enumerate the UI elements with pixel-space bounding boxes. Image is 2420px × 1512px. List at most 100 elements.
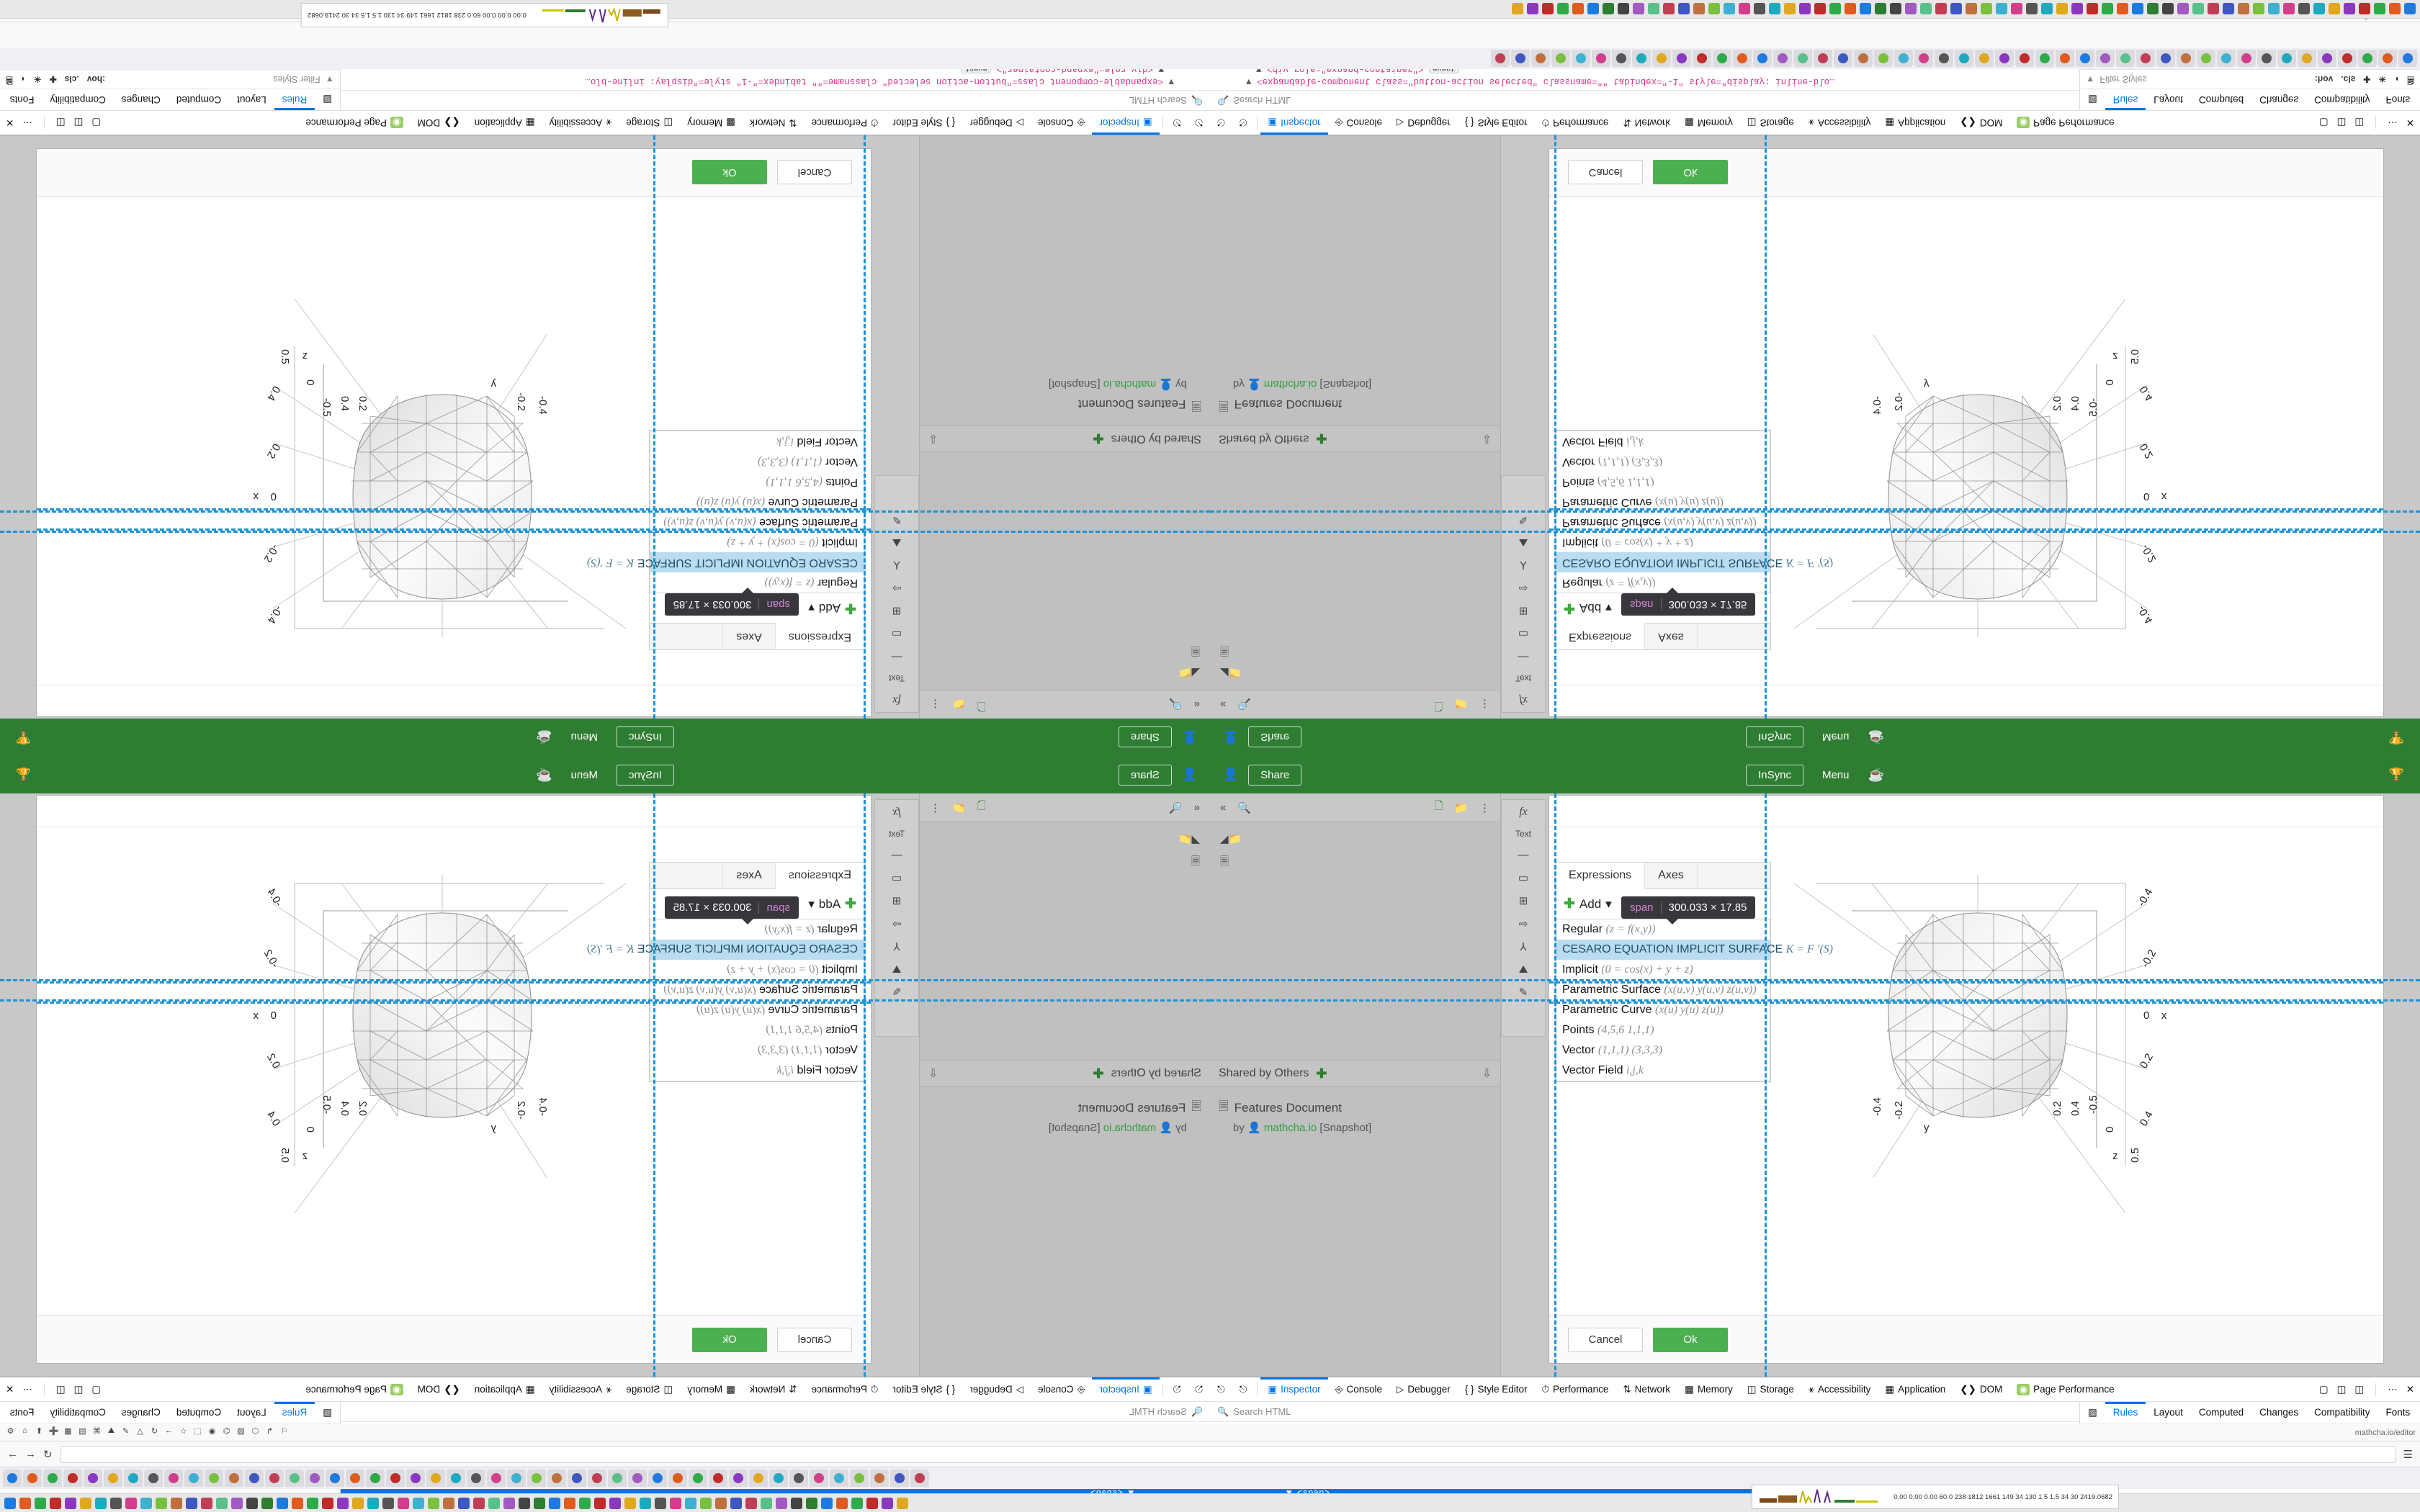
bookmark-item[interactable]: ▧ (237, 1427, 245, 1436)
taskbar-item[interactable] (292, 1497, 303, 1509)
add-button[interactable]: ✚ Add ▾ (795, 889, 864, 919)
chevron-down-icon[interactable]: ▾ (0, 1402, 2, 1423)
share-button[interactable]: Share (1118, 764, 1172, 786)
tab-computed[interactable]: Computed (176, 1407, 222, 1418)
browser-tab[interactable] (2015, 50, 2034, 67)
axes-tool-icon[interactable]: ⅄ (893, 559, 900, 571)
bookmark-item[interactable]: ⬆ (35, 1427, 43, 1436)
taskbar-item[interactable] (1633, 3, 1644, 15)
tab-page-performance[interactable]: ◉ Page Performance (298, 111, 410, 135)
taskbar-item[interactable] (1920, 3, 1932, 15)
taskbar-item[interactable] (1799, 3, 1811, 15)
filter-styles-input[interactable]: Filter Styles (2099, 74, 2147, 84)
taskbar-item[interactable] (156, 1497, 167, 1509)
dom-search-row[interactable]: 🔍 Search HTML (341, 90, 1210, 110)
dock-icon[interactable]: ◫ (55, 117, 66, 129)
menu-item-points[interactable]: Points (4,5,6 1,1,1) (650, 472, 864, 492)
tab-axes[interactable]: Axes (722, 624, 775, 649)
taskbar-item[interactable] (1527, 3, 1538, 15)
tab-layout[interactable]: Layout (2154, 94, 2183, 105)
arrow-tool-icon[interactable]: ⇨ (892, 918, 902, 930)
tab-changes[interactable]: Changes (121, 1407, 161, 1418)
taskbar-item[interactable] (2056, 3, 2068, 15)
bookmark-item[interactable]: ↻ (151, 1427, 158, 1436)
browser-tab[interactable] (1672, 50, 1691, 67)
sidebar-toggle-icon[interactable]: ▨ (2088, 1406, 2097, 1418)
new-folder-icon[interactable]: 📁 (952, 801, 966, 814)
pencil-tool-icon[interactable]: ✎ (892, 986, 902, 999)
menu-item-implicit[interactable]: Implicit (0 = cos(x) + y + z) (650, 960, 864, 980)
tab-rules[interactable]: Rules (2105, 1402, 2146, 1423)
coffee-cup-icon[interactable]: ☕ (1868, 730, 1884, 745)
tab-layout[interactable]: Layout (237, 94, 266, 105)
plus-icon[interactable]: ✚ (49, 74, 57, 84)
browser-tab[interactable] (1632, 50, 1651, 67)
tab-expressions[interactable]: Expressions (774, 623, 864, 649)
close-icon[interactable]: ✕ (2406, 117, 2414, 129)
bookmark-item[interactable]: ⬚ (194, 1427, 202, 1436)
dom-node-line[interactable]: ▼ <expandable-component class="button-ac… (1246, 76, 1835, 86)
grid-tool-icon[interactable]: ⊞ (892, 605, 902, 617)
tab-changes[interactable]: Changes (2259, 94, 2299, 105)
tab-dom[interactable]: ❮❯ DOM (1953, 1377, 2009, 1401)
taskbar-item[interactable] (1875, 3, 1886, 15)
line-tool-icon[interactable]: — (891, 849, 902, 861)
image-tool-icon[interactable]: ⛰ (1518, 963, 1528, 976)
menu-item-vector-field[interactable]: Vector Field i,j,k (650, 1061, 864, 1081)
close-icon[interactable]: ✕ (6, 1383, 14, 1395)
menu-item-parametric-surface[interactable]: Parametric Surface (x(u,v) y(u,v) z(u,v)… (1556, 980, 1770, 1000)
sidebar-toggle-icon[interactable]: ▨ (323, 1406, 332, 1418)
browser-tab[interactable] (729, 1470, 748, 1487)
taskbar-item[interactable] (882, 1497, 893, 1509)
pencil-tool-icon[interactable]: ✎ (1518, 986, 1528, 999)
browser-tab[interactable] (487, 1470, 506, 1487)
browser-tab[interactable] (789, 1470, 808, 1487)
browser-tab[interactable] (326, 1470, 344, 1487)
taskbar-item[interactable] (2283, 3, 2295, 15)
taskbar-item[interactable] (640, 1497, 651, 1509)
shared-doc-author[interactable]: mathcha.io (1263, 378, 1317, 390)
tab-style-editor[interactable]: { } Style Editor (885, 1377, 962, 1401)
tab-compatibility[interactable]: Compatibility (50, 94, 106, 105)
taskbar-item[interactable] (2298, 3, 2310, 15)
taskbar-item[interactable] (851, 1497, 863, 1509)
browser-tab[interactable] (1551, 50, 1570, 67)
taskbar-item[interactable] (670, 1497, 681, 1509)
folder-collapsed-icon[interactable]: ◢📁 (1220, 667, 1242, 679)
document-item-icon[interactable]: 🗏 (1191, 855, 1200, 868)
taskbar-item[interactable] (473, 1497, 485, 1509)
browser-tab[interactable] (2358, 50, 2377, 67)
bookmark-item[interactable]: ➕ (48, 1427, 59, 1436)
taskbar-item[interactable] (1784, 3, 1796, 15)
taskbar-item[interactable] (488, 1497, 500, 1509)
taskbar-item[interactable] (277, 1497, 288, 1509)
browser-tab[interactable] (689, 1470, 707, 1487)
taskbar-item[interactable] (836, 1497, 848, 1509)
share-button[interactable]: Share (1118, 726, 1172, 748)
search-input[interactable]: Search HTML (1233, 1406, 1291, 1417)
browser-tab[interactable] (285, 1470, 304, 1487)
taskbar-item[interactable] (1724, 3, 1735, 15)
dom-search-row[interactable]: 🔍 Search HTML (1210, 90, 2079, 110)
menu-item-parametric-curve[interactable]: Parametric Curve (x(u) y(u) z(u)) (1556, 1000, 1770, 1020)
text-tool-icon[interactable]: Text (1515, 829, 1531, 839)
tab-computed[interactable]: Computed (2198, 1407, 2244, 1418)
taskbar-item[interactable] (1935, 3, 1947, 15)
taskbar-item[interactable] (171, 1497, 182, 1509)
plus-icon[interactable]: ✚ (2363, 74, 2371, 84)
browser-tab[interactable] (1713, 50, 1731, 67)
element-picker-icon[interactable]: ⎋ (1217, 1383, 1225, 1395)
taskbar-item[interactable] (549, 1497, 560, 1509)
tab-inspector[interactable]: ▣ Inspector (1260, 111, 1327, 135)
tab-changes[interactable]: Changes (121, 94, 161, 105)
surface-plot[interactable]: -0.4 -0.2 0 x 0.2 0.4 -0.4 -0.2 y 0.2 0.… (57, 839, 633, 1314)
hov-toggle[interactable]: :hov (2314, 74, 2334, 84)
taskbar-item[interactable] (2041, 3, 2053, 15)
taskbar-item[interactable] (2238, 3, 2249, 15)
tab-compatibility[interactable]: Compatibility (50, 1407, 106, 1418)
bookmark-item[interactable]: ▦ (64, 1427, 72, 1436)
taskbar-item[interactable] (382, 1497, 394, 1509)
pencil-tool-icon[interactable]: ✎ (1518, 513, 1528, 526)
cancel-button[interactable]: Cancel (777, 160, 852, 185)
taskbar-item[interactable] (140, 1497, 152, 1509)
